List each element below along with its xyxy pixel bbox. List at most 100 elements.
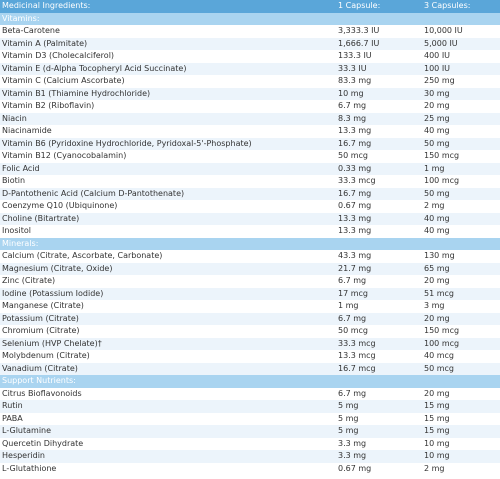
ingredient-name: Rutin — [2, 401, 23, 410]
ingredient-name: D-Pantothenic Acid (Calcium D-Pantothena… — [2, 188, 185, 198]
section-header: Support Nutrients: — [0, 375, 500, 388]
three-capsules-amount: 40 mcg — [424, 351, 454, 360]
table-row: Vitamin B2 (Riboflavin) 6.7 mg 20 mg — [0, 100, 500, 113]
three-capsules-amount: 15 mg — [424, 426, 450, 435]
one-capsule-amount: 5 mg — [338, 413, 359, 423]
one-capsule-amount: 13.3 mcg — [338, 351, 376, 360]
table-row: Choline (Bitartrate) 13.3 mg 40 mg — [0, 212, 500, 225]
one-capsule-amount: 6.7 mg — [338, 101, 367, 110]
table-body: Vitamins: Beta-Carotene 3,333.3 IU 10,000 I… — [0, 12, 500, 475]
three-capsules-amount: 20 mg — [424, 276, 450, 285]
header-three-capsules: 3 Capsules: — [424, 1, 471, 10]
table-row: Zinc (Citrate) 6.7 mg 20 mg — [0, 275, 500, 288]
table-row: Vitamin E (d-Alpha Tocopheryl Acid Succi… — [0, 62, 500, 75]
one-capsule-amount: 16.7 mg — [338, 188, 372, 198]
three-capsules-amount: 25 mg — [424, 113, 450, 123]
one-capsule-amount: 33.3 mcg — [338, 176, 376, 185]
one-capsule-amount: 6.7 mg — [338, 313, 367, 323]
ingredient-name: Beta-Carotene — [2, 26, 60, 35]
three-capsules-amount: 10 mg — [424, 451, 450, 460]
three-capsules-amount: 50 mg — [424, 188, 450, 198]
three-capsules-amount: 2 mg — [424, 201, 445, 210]
one-capsule-amount: 5 mg — [338, 426, 359, 435]
ingredient-name: Calcium (Citrate, Ascorbate, Carbonate) — [2, 251, 163, 260]
table-row: Vitamin A (Palmitate) 1,666.7 IU 5,000 IU — [0, 37, 500, 50]
table-row: PABA 5 mg 15 mg — [0, 412, 500, 425]
three-capsules-amount: 15 mg — [424, 413, 450, 423]
three-capsules-amount: 40 mg — [424, 213, 450, 223]
three-capsules-amount: 1 mg — [424, 163, 445, 173]
table-row: Vitamin B12 (Cyanocobalamin) 50 mcg 150 mc… — [0, 150, 500, 163]
ingredient-name: Vitamin B1 (Thiamine Hydrochloride) — [2, 88, 151, 98]
table-row: Vitamin B1 (Thiamine Hydrochloride) 10 mg… — [0, 87, 500, 100]
three-capsules-amount: 400 IU — [424, 51, 451, 60]
ingredient-name: Vitamin B6 (Pyridoxine Hydrochloride, Py… — [2, 138, 252, 148]
three-capsules-amount: 40 mg — [424, 126, 450, 135]
ingredient-name: L-Glutamine — [2, 426, 52, 435]
one-capsule-amount: 1,666.7 IU — [338, 38, 380, 48]
table-row: Vitamin D3 (Cholecalciferol) 133.3 IU 400 … — [0, 50, 500, 63]
section-title: Vitamins: — [2, 13, 40, 23]
three-capsules-amount: 100 mcg — [424, 338, 460, 348]
three-capsules-amount: 150 mcg — [424, 151, 460, 160]
header-ingredients: Medicinal Ingredients: — [2, 1, 91, 10]
ingredient-name: L-Glutathione — [2, 463, 57, 473]
table-row: Iodine (Potassium Iodide) 17 mcg 51 mcg — [0, 287, 500, 300]
one-capsule-amount: 3.3 mg — [338, 451, 367, 460]
table-row: Folic Acid 0.33 mg 1 mg — [0, 162, 500, 175]
table-row: Niacin 8.3 mg 25 mg — [0, 112, 500, 125]
section-header: Vitamins: — [0, 12, 500, 25]
one-capsule-amount: 50 mcg — [338, 326, 368, 335]
three-capsules-amount: 100 IU — [424, 63, 451, 73]
three-capsules-amount: 5,000 IU — [424, 38, 458, 48]
one-capsule-amount: 21.7 mg — [338, 263, 372, 273]
three-capsules-amount: 100 mcg — [424, 176, 460, 185]
table-row: Hesperidin 3.3 mg 10 mg — [0, 450, 500, 463]
ingredient-name: Coenzyme Q10 (Ubiquinone) — [2, 201, 118, 210]
one-capsule-amount: 133.3 IU — [338, 51, 372, 60]
three-capsules-amount: 250 mg — [424, 76, 455, 85]
table-header-row: Medicinal Ingredients: 1 Capsule: 3 Caps… — [0, 0, 500, 13]
section-title: Support Nutrients: — [2, 376, 76, 385]
one-capsule-amount: 16.7 mcg — [338, 363, 376, 373]
ingredient-name: Inositol — [2, 226, 31, 235]
one-capsule-amount: 33.3 mcg — [338, 338, 376, 348]
table-row: Biotin 33.3 mcg 100 mcg — [0, 175, 500, 188]
ingredient-name: Vitamin D3 (Cholecalciferol) — [2, 51, 115, 60]
three-capsules-amount: 15 mg — [424, 401, 450, 410]
one-capsule-amount: 10 mg — [338, 88, 364, 98]
section-title: Minerals: — [2, 238, 39, 248]
table-row: Selenium (HVP Chelate)† 33.3 mcg 100 mcg — [0, 337, 500, 350]
one-capsule-amount: 1 mg — [338, 301, 359, 310]
one-capsule-amount: 13.3 mg — [338, 213, 372, 223]
table-row: Calcium (Citrate, Ascorbate, Carbonate) 4… — [0, 250, 500, 263]
table-row: D-Pantothenic Acid (Calcium D-Pantothena… — [0, 187, 500, 200]
header-one-capsule: 1 Capsule: — [338, 1, 381, 10]
one-capsule-amount: 17 mcg — [338, 288, 368, 298]
section-header: Minerals: — [0, 237, 500, 250]
table-row: Vitamin C (Calcium Ascorbate) 83.3 mg 250 … — [0, 75, 500, 88]
one-capsule-amount: 6.7 mg — [338, 276, 367, 285]
one-capsule-amount: 83.3 mg — [338, 76, 372, 85]
three-capsules-amount: 10,000 IU — [424, 26, 463, 35]
one-capsule-amount: 33.3 IU — [338, 63, 367, 73]
ingredient-name: Molybdenum (Citrate) — [2, 351, 90, 360]
three-capsules-amount: 3 mg — [424, 301, 445, 310]
one-capsule-amount: 16.7 mg — [338, 138, 372, 148]
ingredient-name: Niacinamide — [2, 126, 52, 135]
one-capsule-amount: 8.3 mg — [338, 113, 367, 123]
ingredient-name: Potassium (Citrate) — [2, 313, 79, 323]
table-row: Beta-Carotene 3,333.3 IU 10,000 IU — [0, 25, 500, 38]
ingredient-name: Vitamin E (d-Alpha Tocopheryl Acid Succi… — [2, 63, 187, 73]
ingredient-name: Hesperidin — [2, 451, 45, 460]
one-capsule-amount: 13.3 mg — [338, 126, 372, 135]
ingredient-name: Vitamin B12 (Cyanocobalamin) — [2, 151, 127, 160]
table-row: Manganese (Citrate) 1 mg 3 mg — [0, 300, 500, 313]
three-capsules-amount: 20 mg — [424, 313, 450, 323]
three-capsules-amount: 30 mg — [424, 88, 450, 98]
ingredient-name: Zinc (Citrate) — [2, 276, 56, 285]
table-row: Niacinamide 13.3 mg 40 mg — [0, 125, 500, 138]
table-row: Vitamin B6 (Pyridoxine Hydrochloride, Py… — [0, 137, 500, 150]
ingredient-name: Selenium (HVP Chelate)† — [2, 338, 102, 348]
